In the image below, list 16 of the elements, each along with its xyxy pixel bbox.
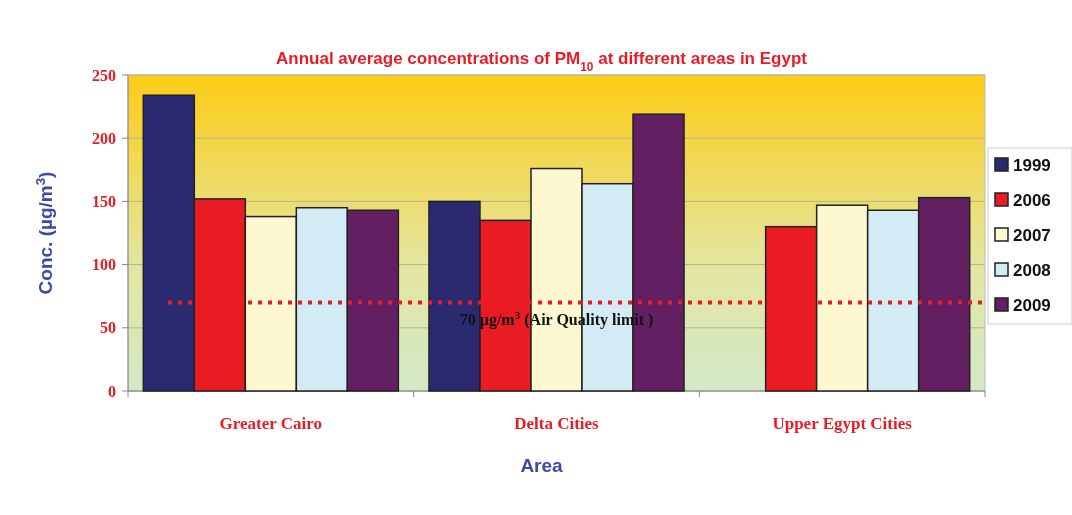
x-tick-label: Delta Cities <box>514 414 600 433</box>
legend-label: 2007 <box>1013 225 1051 245</box>
x-tick-label: Upper Egypt Cities <box>772 414 913 433</box>
y-tick-label: 0 <box>108 382 116 400</box>
legend-label: 1999 <box>1013 155 1051 175</box>
legend-label: 2008 <box>1013 260 1051 280</box>
legend-label: 2009 <box>1013 295 1051 315</box>
x-tick-label: Greater Cairo <box>219 414 323 433</box>
legend-label: 2006 <box>1013 190 1051 210</box>
y-tick-label: 200 <box>92 129 116 147</box>
chart-title: Annual average concentrations of PM$_{10}$ at different areas in Egypt <box>276 49 808 74</box>
y-tick-label: 50 <box>100 319 116 337</box>
y-tick-label: 250 <box>92 66 116 84</box>
y-tick-label: 100 <box>92 256 116 274</box>
y-tick-label: 150 <box>92 193 116 210</box>
x-axis-title: Area <box>520 455 564 476</box>
